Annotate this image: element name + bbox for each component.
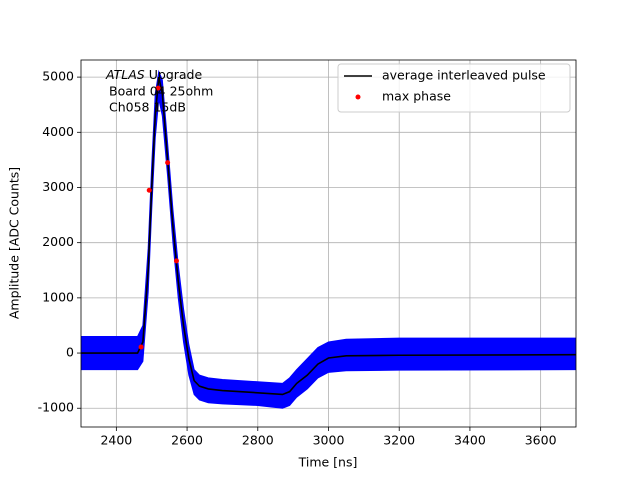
annotation-experiment: ATLAS: [105, 67, 145, 82]
legend-swatch: [355, 94, 361, 100]
y-tick-label: 5000: [42, 69, 74, 84]
legend-box: [337, 63, 571, 113]
y-tick-label: 3000: [42, 179, 74, 194]
annotation: ATLAS Upgrade: [105, 67, 202, 82]
annotation-tag: Upgrade: [149, 67, 203, 82]
annotation-line: Board 04 25ohm: [109, 84, 213, 99]
x-tick-label: 2400: [100, 433, 132, 448]
y-tick-label: 0: [66, 345, 74, 360]
y-tick-label: 4000: [42, 124, 74, 139]
x-axis-label: Time [ns]: [298, 455, 358, 470]
y-tick-label: 1000: [42, 289, 74, 304]
max-phase-point: [138, 344, 144, 350]
max-phase-point: [155, 85, 161, 91]
x-tick-label: 3600: [525, 433, 557, 448]
pulse-line: [81, 76, 576, 396]
x-tick-label: 3000: [313, 433, 345, 448]
max-phase-point: [165, 160, 171, 166]
y-tick-label: 2000: [42, 234, 74, 249]
max-phase-point: [173, 258, 179, 264]
x-tick-label: 3400: [454, 433, 486, 448]
x-tick-label: 2800: [242, 433, 274, 448]
plot-frame: [80, 59, 577, 428]
y-tick-label: -1000: [38, 400, 74, 415]
x-tick-label: 3200: [383, 433, 415, 448]
max-phase-point: [146, 187, 152, 193]
y-axis-label: Amplitude [ADC Counts]: [7, 167, 22, 319]
legend-label: max phase: [382, 89, 451, 104]
annotation-line: Ch058 15dB: [109, 100, 186, 115]
envelope-band: [81, 69, 576, 409]
legend-label: average interleaved pulse: [382, 68, 546, 83]
x-tick-label: 2600: [171, 433, 203, 448]
